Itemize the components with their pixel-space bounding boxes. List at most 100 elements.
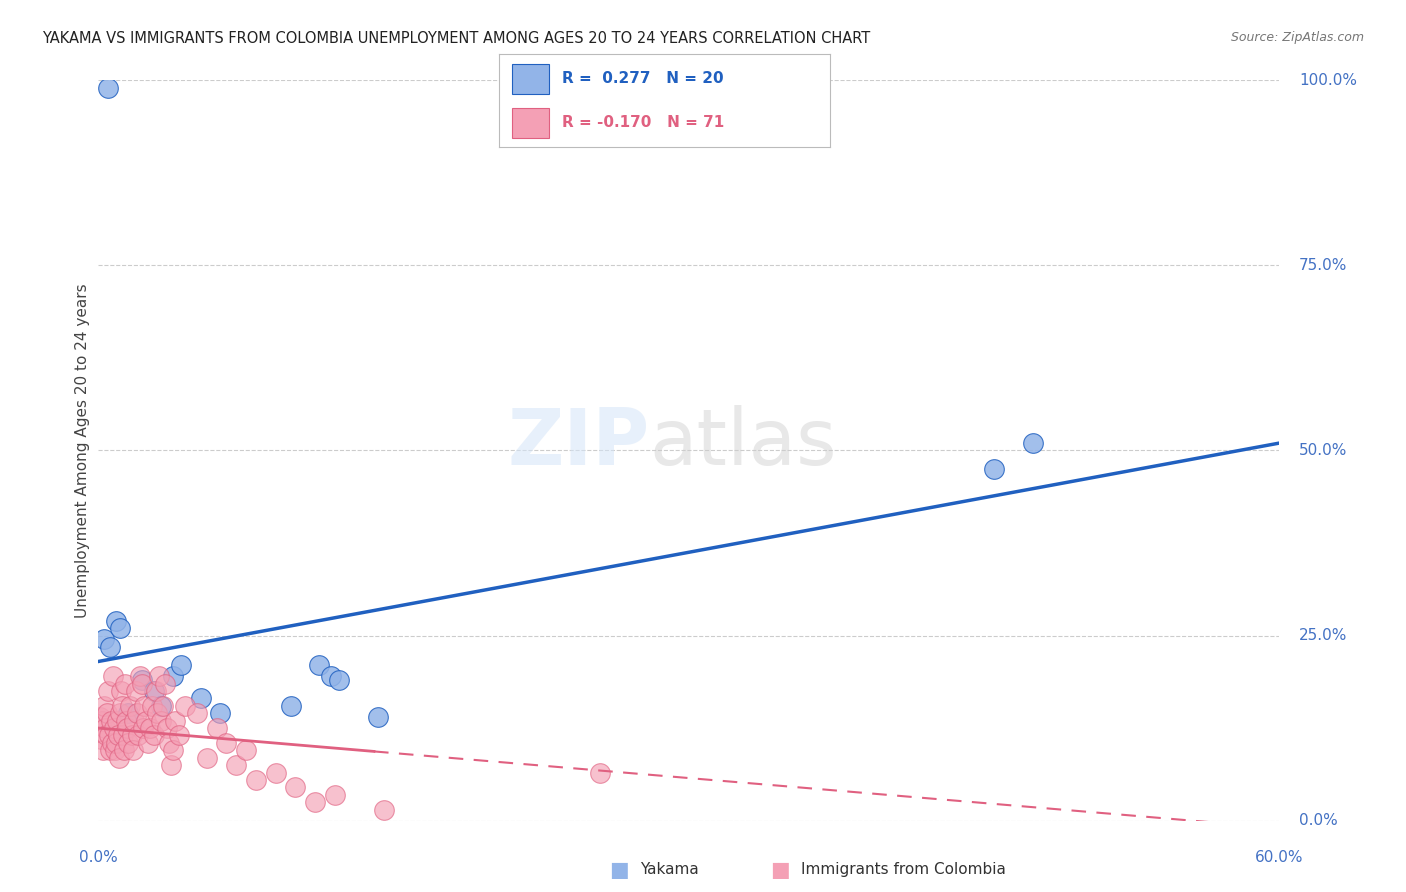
Point [373, 803, 395, 817]
Y-axis label: Unemployment Among Ages 20 to 24 years: Unemployment Among Ages 20 to 24 years [75, 283, 90, 618]
Text: 60.0%: 60.0% [1256, 850, 1303, 865]
Point [98, 743, 121, 757]
Point [162, 669, 184, 683]
Point [323, 788, 346, 802]
Point [308, 658, 330, 673]
Point [132, 698, 155, 713]
Text: Yakama: Yakama [640, 863, 699, 877]
Point [128, 669, 150, 683]
Point [156, 721, 179, 735]
Text: 75.0%: 75.0% [1299, 258, 1347, 273]
Point [89, 710, 111, 724]
Point [115, 714, 138, 728]
Point [117, 706, 139, 721]
Point [114, 676, 136, 690]
Point [280, 698, 302, 713]
Point [146, 706, 169, 721]
Text: ZIP: ZIP [508, 405, 650, 481]
Point [205, 721, 228, 735]
Point [225, 758, 247, 772]
Point [165, 714, 187, 728]
Bar [512, 108, 548, 138]
Point [112, 729, 135, 743]
Point [111, 698, 134, 713]
Text: ■: ■ [770, 860, 790, 880]
Point [98, 640, 121, 654]
Point [162, 743, 184, 757]
Point [148, 669, 170, 683]
Text: 0.0%: 0.0% [1299, 814, 1339, 828]
Point [142, 729, 165, 743]
Point [105, 614, 128, 628]
Point [284, 780, 307, 795]
Point [105, 736, 128, 750]
Point [131, 676, 153, 690]
Point [91, 714, 114, 728]
Point [97, 684, 120, 698]
Point [110, 684, 132, 698]
Point [131, 673, 153, 687]
Point [132, 721, 155, 735]
Point [107, 729, 129, 743]
Point [152, 698, 174, 713]
Text: 25.0%: 25.0% [1299, 628, 1347, 643]
Point [328, 673, 350, 687]
Text: 100.0%: 100.0% [1299, 73, 1357, 87]
Point [1022, 436, 1045, 450]
Text: R =  0.277   N = 20: R = 0.277 N = 20 [562, 71, 724, 87]
Point [125, 706, 148, 721]
Point [125, 684, 148, 698]
Point [97, 80, 120, 95]
Point [104, 743, 127, 757]
Point [108, 750, 131, 764]
Text: 50.0%: 50.0% [1299, 443, 1347, 458]
Point [195, 750, 218, 764]
Text: Source: ZipAtlas.com: Source: ZipAtlas.com [1230, 31, 1364, 45]
Point [150, 714, 173, 728]
Point [367, 710, 389, 724]
Point [983, 462, 1005, 476]
Point [103, 721, 125, 735]
Point [235, 743, 257, 757]
Point [186, 706, 208, 721]
Text: Immigrants from Colombia: Immigrants from Colombia [801, 863, 1007, 877]
Point [96, 729, 118, 743]
Point [264, 765, 287, 780]
Point [108, 621, 131, 635]
Point [93, 743, 115, 757]
Point [209, 706, 232, 721]
Point [90, 732, 112, 747]
Point [215, 736, 238, 750]
Point [98, 729, 121, 743]
Point [127, 729, 149, 743]
Point [155, 676, 177, 690]
Point [94, 721, 117, 735]
Point [304, 795, 326, 809]
Point [160, 758, 183, 772]
Text: R = -0.170   N = 71: R = -0.170 N = 71 [562, 115, 724, 130]
Point [167, 729, 190, 743]
Text: atlas: atlas [650, 405, 837, 481]
Text: ■: ■ [609, 860, 628, 880]
Point [170, 658, 193, 673]
Point [142, 684, 165, 698]
Point [121, 729, 143, 743]
Point [145, 684, 167, 698]
Point [190, 691, 212, 706]
Point [93, 698, 115, 713]
Point [319, 669, 342, 683]
Point [138, 721, 160, 735]
Point [93, 632, 115, 647]
Bar [512, 64, 548, 94]
Point [150, 698, 173, 713]
Point [122, 714, 145, 728]
Point [117, 736, 139, 750]
Point [157, 736, 180, 750]
Text: 0.0%: 0.0% [79, 850, 118, 865]
Point [100, 714, 122, 728]
Point [245, 772, 267, 787]
Point [108, 706, 131, 721]
Point [589, 765, 612, 780]
Point [122, 743, 145, 757]
Point [105, 714, 128, 728]
